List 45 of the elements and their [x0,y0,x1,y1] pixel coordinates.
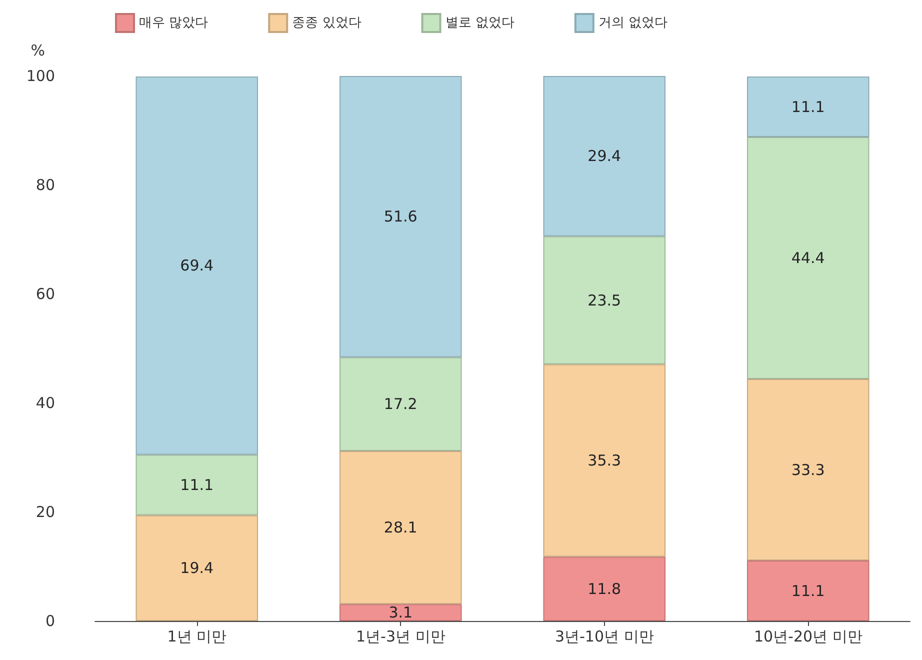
data-label: 51.6 [384,208,418,226]
bar [136,515,258,621]
bar [340,604,462,621]
data-label: 35.3 [588,451,622,470]
bar [136,454,258,516]
y-tick-label: 100 [26,67,55,85]
data-label: 11.1 [180,476,214,494]
data-label: 11.1 [791,98,825,116]
legend-label: 거의 없었다 [598,16,668,30]
data-label: 19.4 [180,559,214,578]
bar [747,137,870,380]
legend-label: 종종 있었다 [292,16,362,30]
data-label: 11.8 [588,580,622,598]
bar [340,450,462,604]
bar [340,76,462,358]
x-tick-label: 1년 미만 [167,628,227,646]
bar [543,236,666,364]
legend-label: 매우 많았다 [139,16,208,30]
y-tick-label: 0 [45,612,55,630]
data-label: 17.2 [384,395,418,414]
data-label: 11.1 [791,582,825,600]
data-label: 44.4 [791,249,825,268]
data-label: 69.4 [180,256,214,275]
bar [543,364,666,557]
y-tick-label: 60 [36,285,55,303]
bar [136,76,258,455]
y-axis-title: % [30,42,45,60]
bar [747,76,870,138]
data-label: 28.1 [384,518,418,537]
data-label: 3.1 [388,604,413,622]
legend-label: 별로 없었다 [445,16,514,30]
data-label: 23.5 [588,291,622,310]
x-tick-label: 10년-20년 미만 [754,628,862,646]
data-label: 33.3 [791,460,825,479]
bar [543,76,666,236]
bar [747,560,870,621]
x-tick-label: 1년-3년 미만 [356,628,446,646]
y-tick-label: 40 [36,394,55,412]
data-label: 29.4 [588,147,622,166]
bar [747,379,870,561]
bar [340,357,462,451]
bar [543,556,666,621]
y-tick-label: 20 [36,503,55,521]
x-tick-label: 3년-10년 미만 [554,628,654,646]
y-tick-label: 80 [36,176,55,194]
